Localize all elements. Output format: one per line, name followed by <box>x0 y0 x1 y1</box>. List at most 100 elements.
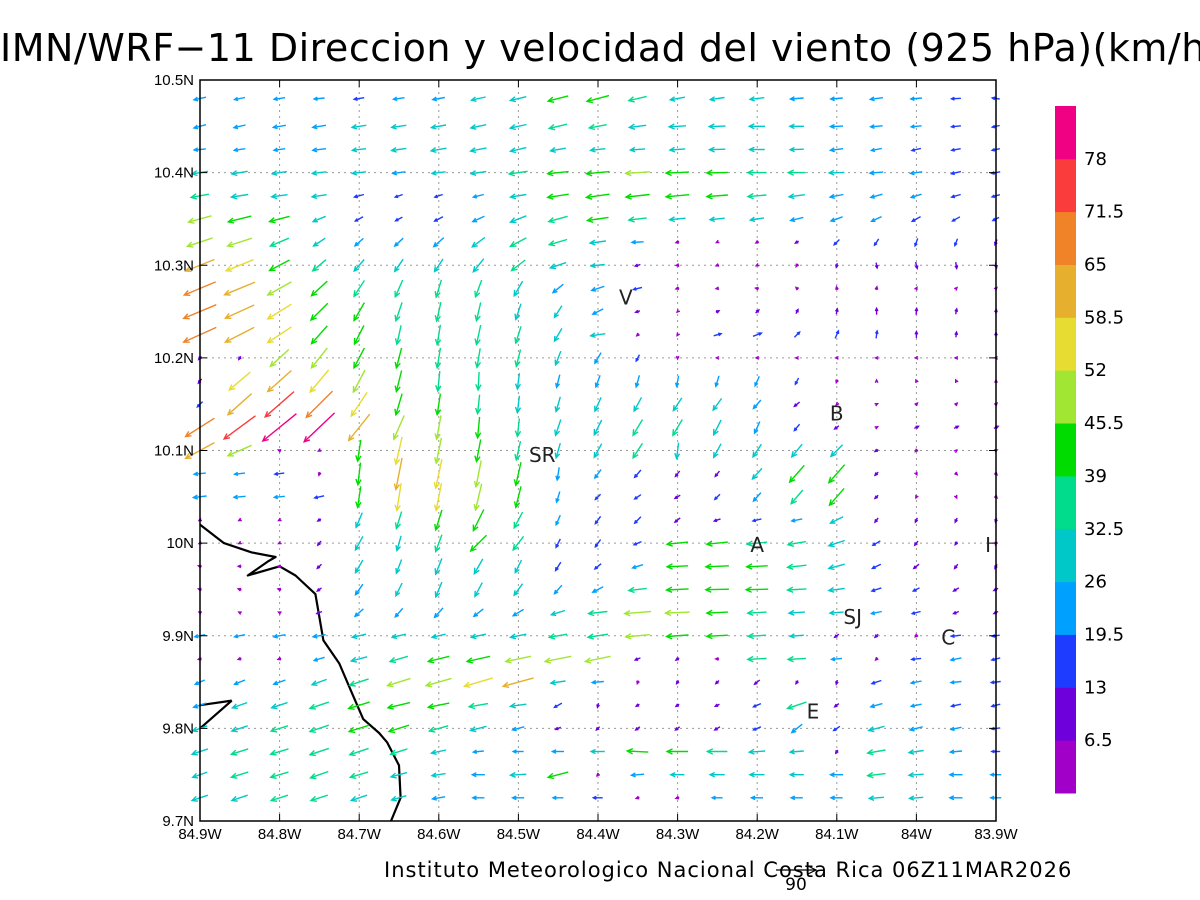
wind-vector-head <box>675 309 681 314</box>
wind-vector-head <box>513 289 520 298</box>
y-tick-label: 9.8N <box>162 720 194 737</box>
wind-vector <box>588 239 606 246</box>
wind-vector <box>549 679 566 686</box>
wind-vector-head <box>276 587 282 592</box>
wind-vector-shaft <box>628 217 647 221</box>
wind-vector-shaft <box>830 216 843 222</box>
wind-vector-head <box>510 795 517 801</box>
wind-vector-shaft <box>516 373 521 389</box>
wind-vector <box>590 679 604 685</box>
wind-vector-shaft <box>787 588 807 591</box>
wind-vector-head <box>955 425 960 430</box>
wind-vector-head <box>434 290 441 299</box>
wind-vector-head <box>953 286 959 291</box>
wind-vector-head <box>796 330 801 336</box>
wind-vector <box>627 216 647 223</box>
wind-vector <box>471 749 484 754</box>
wind-vector-head <box>434 408 442 417</box>
wind-vector-shaft <box>353 302 366 321</box>
wind-vector-shaft <box>510 633 527 638</box>
wind-vector-head <box>632 541 638 546</box>
wind-vector-head <box>873 495 879 500</box>
wind-vector-head <box>394 290 401 299</box>
wind-vector-shaft <box>353 259 365 272</box>
wind-vector <box>310 347 328 370</box>
wind-vector <box>311 259 327 272</box>
wind-vector <box>829 516 844 524</box>
wind-vector-shaft <box>267 281 292 296</box>
wind-vector-shaft <box>231 193 249 198</box>
wind-vector <box>347 724 370 734</box>
wind-vector-head <box>349 656 358 663</box>
wind-vector-shaft <box>225 259 254 272</box>
wind-vector-shaft <box>511 259 526 272</box>
wind-vector <box>353 280 365 298</box>
wind-vector-shaft <box>510 237 527 247</box>
wind-vector <box>954 261 959 270</box>
wind-vector <box>874 285 879 291</box>
wind-vector-shaft <box>473 750 484 753</box>
wind-vector-head <box>266 289 274 296</box>
wind-vector-shaft <box>790 148 804 151</box>
wind-vector-shaft <box>352 171 367 175</box>
wind-vector-shaft <box>910 193 922 199</box>
wind-vector-head <box>788 771 795 778</box>
wind-vector-shaft <box>390 748 408 755</box>
wind-vector <box>953 238 959 247</box>
wind-vector-shaft <box>309 724 330 733</box>
wind-vector-shaft <box>871 679 882 685</box>
colorbar-label: 78 <box>1084 149 1107 170</box>
reference-vector-label: 90 <box>785 875 807 895</box>
wind-vector-head <box>674 473 679 478</box>
wind-vector-head <box>350 147 358 153</box>
wind-vector <box>593 443 603 459</box>
wind-vector-shaft <box>747 541 768 545</box>
wind-vector-shaft <box>868 725 885 732</box>
wind-vector <box>547 238 568 247</box>
wind-vector <box>310 325 328 345</box>
x-tick-label: 84.6W <box>417 826 461 843</box>
wind-vector <box>430 772 446 778</box>
wind-vector-shaft <box>553 305 563 318</box>
wind-vector-shaft <box>231 725 248 732</box>
wind-vector-shaft <box>710 96 725 101</box>
wind-vector <box>668 96 686 102</box>
wind-vector <box>469 633 487 640</box>
wind-vector <box>869 610 882 616</box>
wind-vector <box>747 146 765 153</box>
wind-vector-head <box>714 656 719 661</box>
wind-vector-head <box>634 726 639 731</box>
wind-vector <box>827 539 845 548</box>
wind-vector <box>674 239 680 244</box>
wind-vector-head <box>828 123 835 129</box>
wind-vector-shaft <box>828 464 846 484</box>
wind-vector <box>867 725 885 733</box>
wind-vector <box>555 467 561 482</box>
wind-vector <box>312 656 325 662</box>
wind-vector <box>272 96 286 102</box>
wind-vector <box>435 371 442 393</box>
wind-vector <box>949 657 962 662</box>
wind-vector-shaft <box>348 701 370 710</box>
wind-vector-head <box>949 96 955 101</box>
wind-vector <box>789 795 803 801</box>
wind-vector-shaft <box>828 563 845 570</box>
wind-vector <box>473 483 483 512</box>
wind-vector <box>269 794 289 802</box>
wind-vector-shaft <box>548 215 568 223</box>
wind-vector-head <box>866 749 874 756</box>
wind-vector <box>223 281 256 296</box>
wind-vector <box>391 170 406 176</box>
wind-vector-head <box>272 633 278 639</box>
wind-vector <box>593 469 602 480</box>
wind-vector <box>664 193 690 200</box>
wind-vector <box>426 702 450 710</box>
wind-vector-head <box>514 453 521 462</box>
wind-vector-head <box>828 147 835 153</box>
wind-vector-head <box>908 726 915 732</box>
wind-vector <box>308 701 330 710</box>
wind-vector <box>675 309 681 314</box>
wind-vector <box>793 423 801 432</box>
wind-vector <box>871 540 881 546</box>
wind-vector-shaft <box>309 747 330 756</box>
